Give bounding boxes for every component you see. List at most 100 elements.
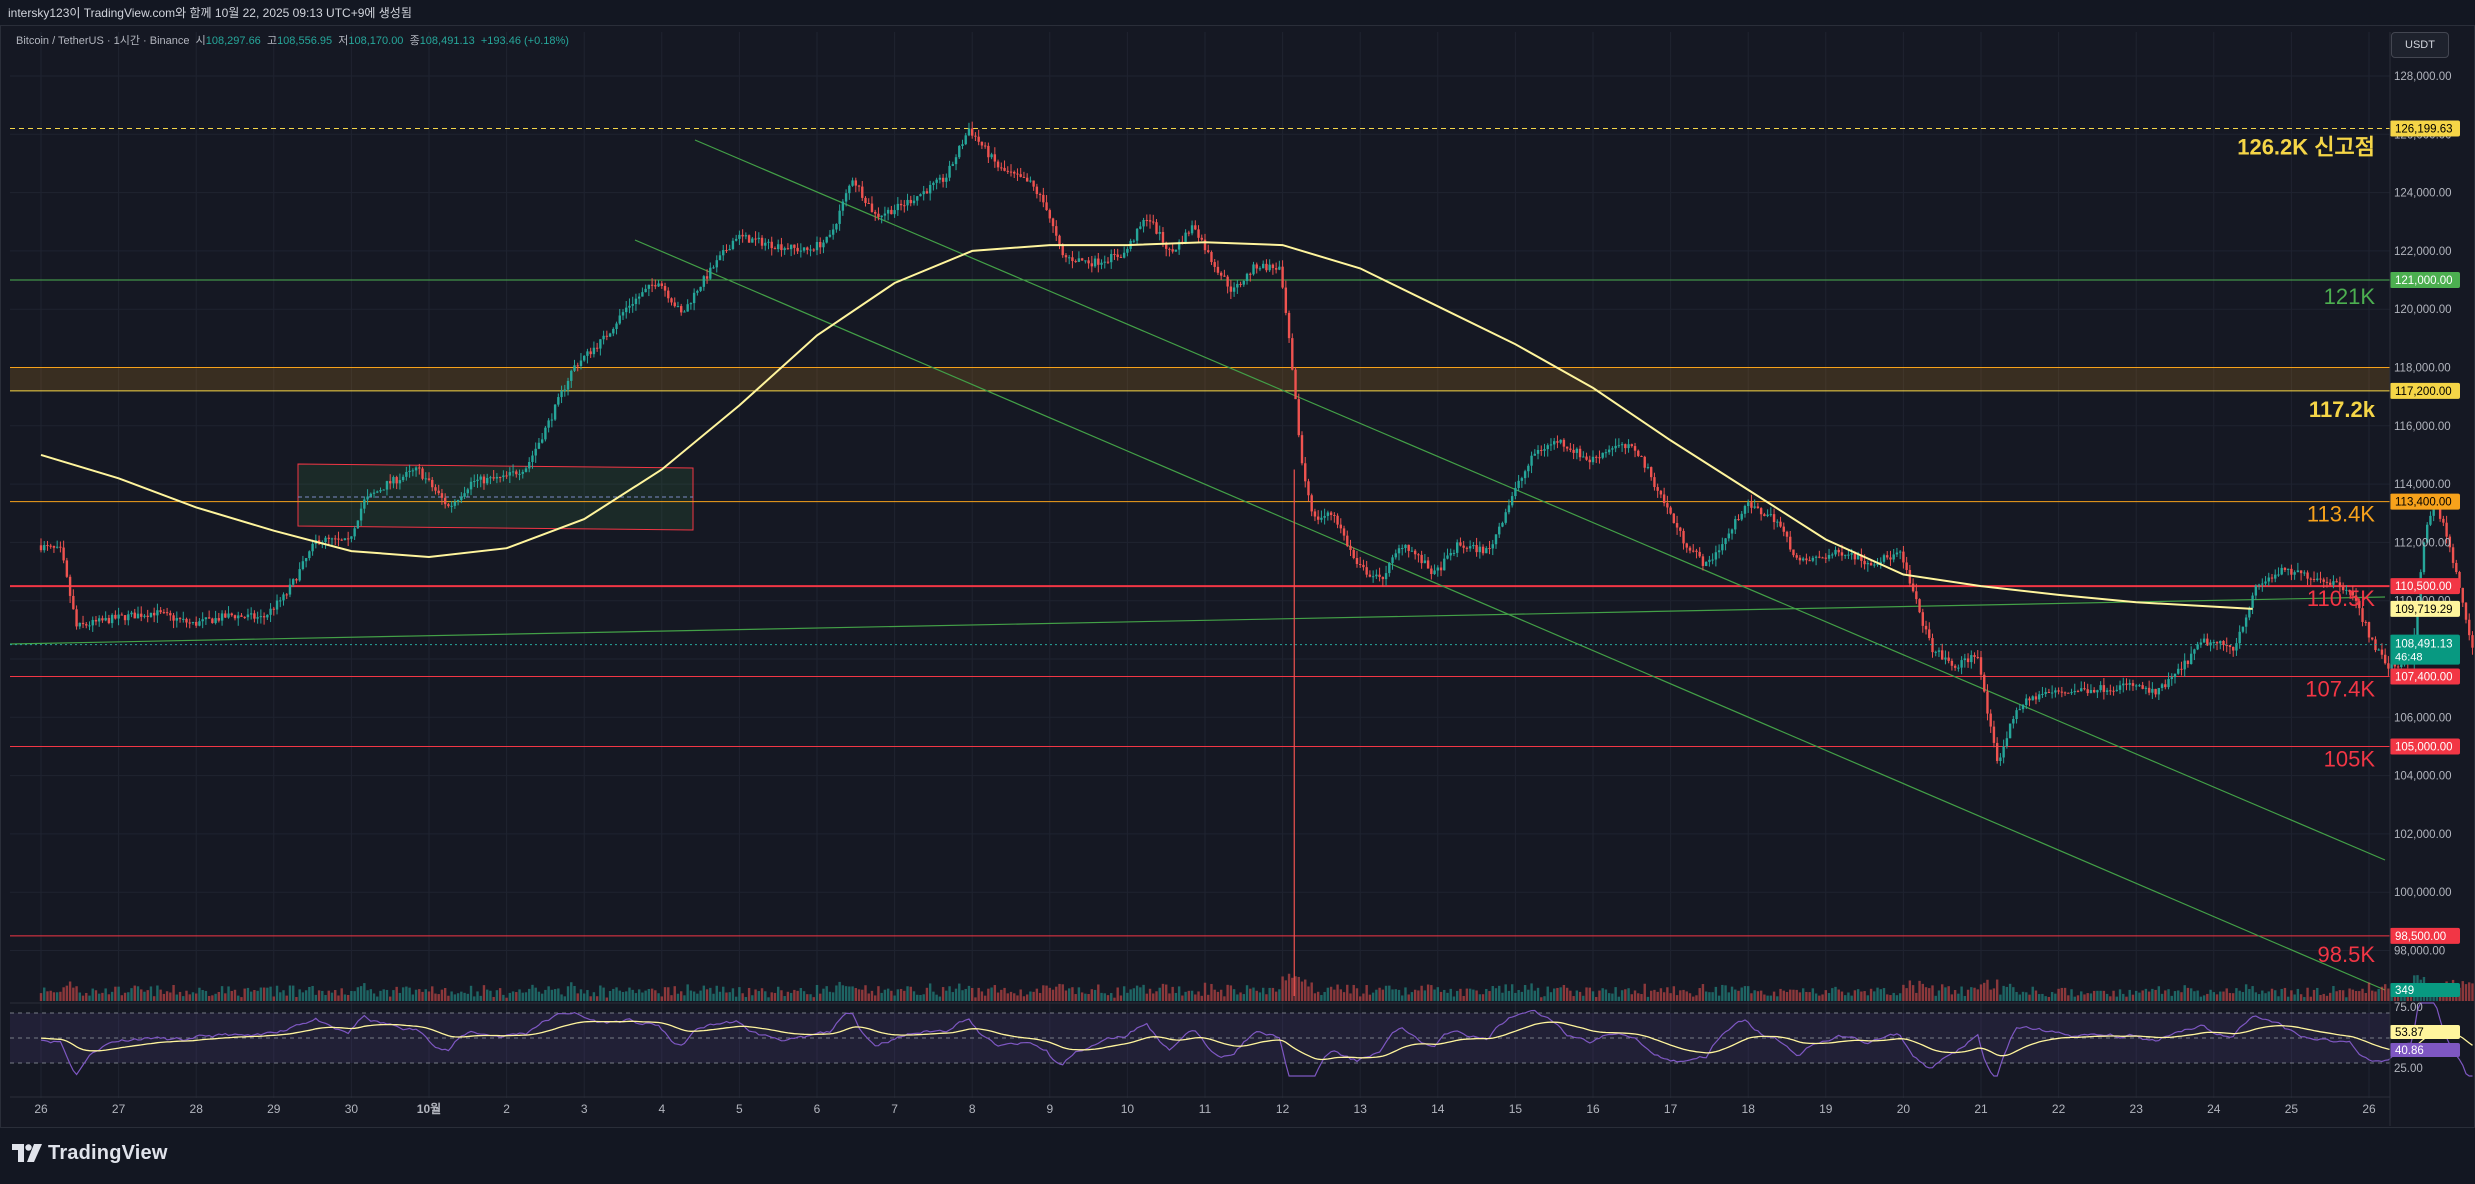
volume-bar [715,985,718,1001]
candle-body [1051,218,1055,227]
volume-bar [2154,989,2157,1001]
candle-body [1701,556,1705,566]
volume-bar [663,987,667,1001]
candle [104,611,107,622]
current-price-tag-text: 108,491.13 [2395,639,2453,651]
candle [2383,648,2387,665]
candle-body [1776,521,1779,523]
candle [2325,577,2329,588]
candle-body [857,185,861,187]
tradingview-logo-icon [12,1144,42,1162]
candle-body [696,290,699,293]
volume-bars [39,973,2474,1001]
candle [1426,556,1430,569]
candle-body [165,612,169,614]
tradingview-logo[interactable]: TradingView [12,1140,168,1166]
candle [1763,512,1766,517]
currency-button[interactable]: USDT [2391,32,2449,58]
volume-bar [657,993,660,1001]
candle [414,466,418,477]
candle [62,540,65,564]
candle-body [1863,560,1866,565]
volume-bar [334,990,337,1001]
volume-bar [2186,987,2190,1001]
candle-body [1814,556,1818,558]
candle [844,189,848,207]
volume-bar [1061,984,1064,1001]
candle [537,438,541,450]
volume-bar [2096,990,2099,1001]
uptrend-support-line [9,596,2386,645]
candle-body [563,389,566,391]
volume-bar [1297,976,1300,1001]
volume-bar [560,994,563,1001]
volume-bar [2028,994,2031,1001]
volume-bar [156,985,159,1001]
volume-bar [2338,990,2342,1001]
volume-bar [127,992,130,1001]
candle [2015,707,2018,724]
candle-body [2112,690,2115,692]
price-axis-tick: 112,000.00 [2394,537,2451,549]
volume-bar [2393,993,2397,1001]
volume-bar [440,989,444,1001]
candle-body [570,370,573,381]
candle-body [1190,225,1194,234]
candle [1575,447,1579,460]
candle-body [1410,550,1414,552]
candle [1446,548,1449,560]
candle-body [828,234,832,237]
downtrend-upper-line [694,139,2386,861]
candle [864,196,867,207]
candle [469,477,473,496]
candle [2092,687,2096,694]
candle-body [702,276,706,287]
volume-bar [909,986,912,1001]
volume-bar [848,986,851,1001]
candle [1921,608,1924,633]
candle-body [1229,286,1233,292]
candle-body [2448,536,2452,548]
candle-body [728,249,731,251]
volume-bar [1281,976,1284,1001]
candle [935,177,938,190]
candle-body [1633,446,1637,451]
volume-bar [1543,996,1546,1001]
candle [2151,682,2154,699]
candle-body [1349,545,1352,550]
candle-body [1449,552,1452,556]
level-price-tag-bg [2390,668,2460,685]
candle [1501,521,1504,528]
candle [802,247,806,253]
volume-bar [996,992,1000,1001]
candle-body [2118,685,2122,690]
time-axis-tick: 10 [1121,1102,1135,1116]
candle [127,610,130,626]
volume-bar [1611,993,1614,1001]
grid-lines [10,32,2390,1098]
candle-body [1856,554,1860,560]
volume-bar [1200,995,1203,1001]
volume-bar [1148,988,1152,1001]
candle-body [469,481,473,490]
candle-body [2021,704,2025,710]
candle [1443,552,1446,571]
candle-body [1627,444,1630,449]
candle [1035,183,1039,199]
candle-body [418,467,421,469]
candle-body [1611,448,1614,450]
candle-body [835,223,838,230]
volume-bar [1287,973,1291,1001]
rsi-ma-tag-text: 53.87 [2395,1027,2424,1039]
volume-bar [722,986,725,1001]
volume-bar [191,992,195,1001]
candle-body [1578,448,1582,458]
volume-bar [502,994,505,1001]
volume-bar [104,988,107,1001]
candle [883,206,887,221]
volume-bar [2280,988,2283,1001]
time-axis-tick: 29 [267,1102,281,1116]
volume-bar [1601,988,1604,1001]
candle-body [1947,657,1950,661]
